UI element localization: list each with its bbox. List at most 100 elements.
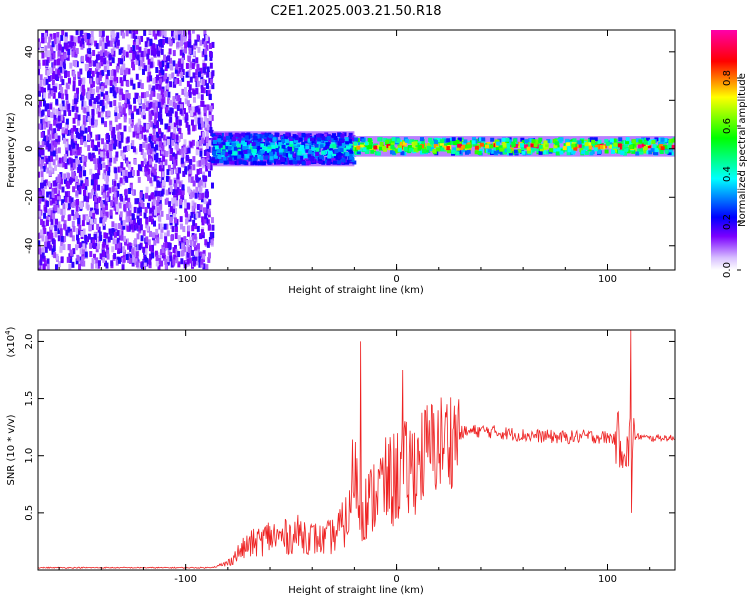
heatmap-cell [71, 235, 75, 242]
heatmap-cell [152, 198, 156, 205]
heatmap-cell [148, 30, 152, 35]
heatmap-cell [101, 154, 105, 161]
heatmap-cell [198, 211, 202, 218]
heatmap-cell [131, 140, 135, 147]
heatmap-cell [128, 188, 132, 195]
heatmap-cell [103, 215, 107, 222]
heatmap-cell [153, 209, 157, 216]
heatmap-cell [140, 83, 144, 90]
heatmap-cell [148, 84, 152, 91]
heatmap-cell [567, 145, 572, 150]
heatmap-cell [536, 148, 541, 153]
heatmap-cell [147, 160, 151, 167]
heatmap-cell [89, 118, 93, 125]
heatmap-cell [154, 163, 158, 170]
heatmap-cell [145, 242, 149, 249]
heatmap-cell [86, 105, 90, 112]
heatmap-cell [432, 149, 437, 154]
heatmap-cell [45, 59, 49, 66]
heatmap-cell [119, 211, 123, 218]
heatmap-cell [142, 141, 146, 148]
heatmap-cell [628, 144, 633, 149]
heatmap-cell [154, 144, 158, 151]
heatmap-cell [93, 253, 97, 260]
heatmap-cell [200, 79, 204, 86]
heatmap-cell [164, 73, 168, 80]
heatmap-cell [180, 250, 184, 257]
heatmap-cell [135, 261, 139, 268]
heatmap-cell [84, 189, 88, 196]
heatmap-cell [44, 241, 48, 248]
heatmap-cell [391, 137, 396, 142]
heatmap-cell [86, 39, 90, 46]
heatmap-cell [345, 152, 350, 157]
heatmap-cell [546, 138, 551, 143]
heatmap-cell [112, 84, 116, 91]
heatmap-cell [38, 123, 42, 130]
heatmap-cell [121, 153, 125, 160]
heatmap-cell [84, 251, 88, 258]
heatmap-cell [211, 137, 216, 142]
heatmap-cell [379, 146, 384, 151]
heatmap-cell [59, 228, 63, 235]
heatmap-cell [57, 115, 61, 122]
heatmap-cell [353, 141, 358, 146]
heatmap-cell [40, 159, 44, 166]
heatmap-cell [525, 142, 530, 147]
heatmap-cell [211, 83, 215, 90]
heatmap-cell [557, 147, 562, 152]
heatmap-cell [57, 228, 61, 235]
heatmap-cell [659, 150, 664, 155]
heatmap-cell [84, 247, 88, 254]
heatmap-cell [194, 254, 198, 261]
heatmap-cell [96, 158, 100, 165]
heatmap-cell [168, 48, 172, 55]
heatmap-cell [132, 131, 136, 138]
heatmap-cell [200, 94, 204, 101]
heatmap-cell [158, 69, 162, 76]
heatmap-cell [362, 147, 367, 152]
heatmap-cell [178, 119, 182, 126]
heatmap-cell [68, 195, 72, 202]
heatmap-cell [350, 157, 355, 162]
heatmap-cell [145, 123, 149, 130]
heatmap-cell [270, 138, 275, 143]
heatmap-cell [199, 233, 203, 240]
heatmap-cell [201, 192, 205, 199]
heatmap-cell [152, 151, 156, 158]
heatmap-cell [191, 205, 195, 212]
heatmap-cell [206, 219, 210, 226]
heatmap-cell [474, 150, 479, 155]
heatmap-cell [327, 158, 332, 163]
heatmap-cell [509, 146, 514, 151]
heatmap-cell [211, 224, 215, 231]
heatmap-cell [196, 246, 200, 253]
heatmap-cell [190, 45, 194, 52]
heatmap-cell [309, 144, 314, 149]
heatmap-cell [146, 37, 150, 44]
heatmap-cell [165, 223, 169, 230]
heatmap-cell [306, 160, 311, 165]
heatmap-cell [305, 133, 310, 138]
heatmap-cell [38, 171, 41, 178]
heatmap-cell [231, 136, 236, 141]
heatmap-cell [122, 223, 126, 230]
heatmap-cell [365, 145, 370, 150]
heatmap-cell [169, 64, 173, 71]
heatmap-cell [208, 156, 212, 163]
heatmap-cell [296, 159, 301, 164]
heatmap-cell [164, 159, 168, 166]
heatmap-cell [245, 154, 250, 159]
heatmap-cell [58, 92, 62, 99]
heatmap-cell [227, 139, 232, 144]
heatmap-cell [72, 248, 76, 255]
heatmap-cell [170, 30, 174, 37]
heatmap-cell [61, 215, 65, 222]
heatmap-cell [137, 108, 141, 115]
heatmap-cell [195, 119, 199, 126]
heatmap-cell [111, 186, 115, 193]
heatmap-cell [149, 94, 153, 101]
heatmap-cell [203, 198, 207, 205]
heatmap-cell [43, 76, 47, 83]
heatmap-cell [44, 135, 48, 142]
